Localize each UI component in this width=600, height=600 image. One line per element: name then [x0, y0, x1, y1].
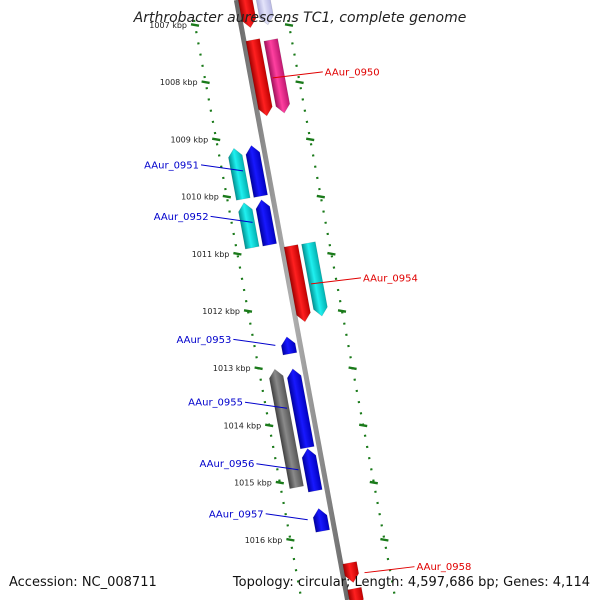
ruler-tick: [295, 80, 304, 85]
gene-arrow-red: [237, 0, 257, 29]
gene-feature: [312, 508, 330, 533]
gene-arrow-red: [342, 561, 360, 583]
ruler-tick-label: 1012 kbp: [202, 307, 240, 316]
gene-arrow-blue: [312, 508, 330, 533]
gene-arrow-red: [283, 244, 311, 323]
gene-label: AAur_0954: [363, 273, 418, 284]
ruler-tick-label: 1010 kbp: [181, 193, 219, 202]
genes-layer: [228, 0, 364, 600]
gene-feature: [245, 145, 268, 198]
ruler-tick-label: 1014 kbp: [223, 421, 261, 430]
ruler-tick: [327, 251, 336, 256]
gene-arrow-gray: [269, 368, 304, 489]
gene-arrow-red: [245, 38, 273, 117]
ruler-layer: 1007 kbp 1008 kbp 1009 kbp 1010 kbp 1011 kbp…: [149, 19, 397, 600]
gene-arrow-cyan: [238, 202, 260, 250]
ruler-tick: [369, 480, 379, 485]
ruler-tick: [254, 366, 263, 371]
genome-summary-text: Topology: circular; Length: 4,597,686 bp…: [232, 575, 590, 590]
ruler-tick-label: 1016 kbp: [245, 536, 283, 545]
ruler-tick: [337, 309, 347, 313]
ruler-tick-label: 1009 kbp: [170, 135, 208, 144]
gene-feature: [301, 241, 328, 317]
ruler-tick-label: 1008 kbp: [160, 78, 198, 87]
gene-arrow-lavender: [255, 0, 274, 26]
gene-arrow-blue: [281, 336, 298, 356]
ruler-tick: [286, 537, 295, 542]
ruler-tick: [211, 137, 221, 142]
gene-feature: [228, 147, 251, 201]
gene-label: AAur_0952: [154, 212, 209, 223]
gene-label-leader: [310, 277, 362, 285]
gene-arrow-blue: [301, 448, 323, 493]
gene-feature: [342, 561, 360, 583]
accession-text: Accession: NC_008711: [9, 575, 157, 590]
ruler-outer-line: [286, 19, 397, 600]
ruler-tick: [284, 23, 294, 27]
ruler-tick: [190, 23, 200, 27]
gene-label-leader: [256, 463, 299, 471]
ruler-tick: [348, 366, 357, 371]
gene-feature: [286, 368, 315, 450]
ruler-tick: [358, 423, 368, 428]
ruler-tick: [233, 251, 242, 256]
gene-label-leader: [233, 338, 276, 346]
gene-label: AAur_0958: [416, 562, 471, 573]
gene-feature: [237, 0, 257, 29]
gene-label: AAur_0956: [200, 459, 255, 470]
ruler-tick: [264, 423, 274, 428]
ruler-tick: [316, 194, 326, 199]
gene-label-leader: [200, 164, 244, 172]
gene-arrow-blue: [245, 145, 268, 198]
gene-arrow-cyan: [228, 147, 251, 201]
gene-label: AAur_0953: [176, 335, 231, 346]
gene-feature: [255, 0, 274, 26]
gene-label: AAur_0957: [209, 509, 264, 520]
gene-label: AAur_0950: [325, 67, 380, 78]
gene-label: AAur_0951: [144, 160, 199, 171]
gene-feature: [238, 202, 260, 250]
gene-label-leader: [364, 566, 415, 574]
gene-feature: [269, 368, 304, 489]
gene-arrow-blue: [255, 199, 277, 247]
gene-label-leader: [244, 401, 288, 409]
gene-feature: [281, 336, 298, 356]
ruler-inner-line: [192, 19, 303, 600]
gene-feature: [263, 38, 291, 114]
genome-backbone: [233, 0, 351, 600]
gene-feature: [255, 199, 277, 247]
ruler-tick: [222, 194, 232, 199]
ruler-tick-label: 1011 kbp: [192, 250, 230, 259]
ruler-tick: [380, 537, 389, 542]
gene-label-leader: [265, 513, 308, 521]
gene-feature: [245, 38, 273, 117]
ruler-tick-label: 1007 kbp: [149, 21, 187, 30]
map-title: Arthrobacter aurescens TC1, complete gen…: [133, 10, 467, 26]
gene-arrow-cyan: [301, 241, 328, 317]
gene-label-leader: [272, 71, 323, 79]
ruler-tick-label: 1013 kbp: [213, 364, 251, 373]
gene-feature: [283, 244, 311, 323]
gene-arrow-magenta: [263, 38, 291, 114]
ruler-tick: [305, 137, 315, 142]
ruler-tick: [275, 480, 285, 485]
gene-label-leader: [210, 215, 253, 223]
backbone-layer: [233, 0, 351, 600]
gene-feature: [301, 448, 323, 493]
ruler-tick: [201, 80, 210, 85]
ruler-tick: [243, 309, 253, 313]
gene-arrow-blue: [286, 368, 315, 450]
labels-layer: AAur_0950 AAur_0951 AAur_0952 AAur_0954 AAur…: [144, 67, 471, 573]
gene-label: AAur_0955: [188, 398, 243, 409]
ruler-tick-label: 1015 kbp: [234, 479, 272, 488]
